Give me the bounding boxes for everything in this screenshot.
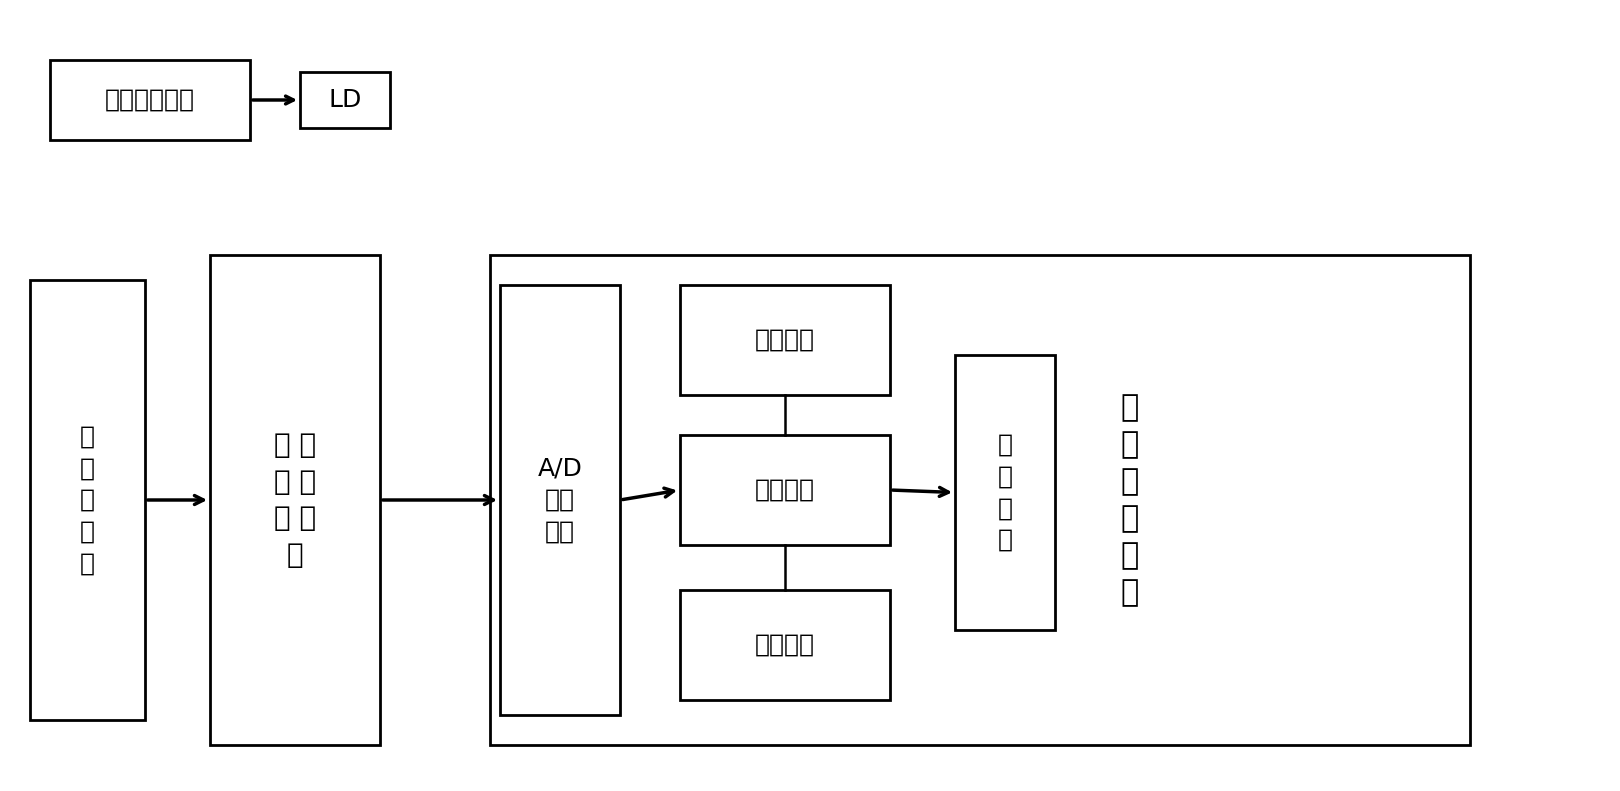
Text: 数
字
处
理
系
统: 数 字 处 理 系 统 <box>1121 393 1139 607</box>
Text: A/D
转换
模块: A/D 转换 模块 <box>538 456 583 543</box>
Bar <box>680 285 889 395</box>
Bar <box>31 280 146 720</box>
Bar <box>501 285 620 715</box>
Bar <box>211 255 381 745</box>
Bar <box>489 255 1469 745</box>
Text: 存储模块: 存储模块 <box>755 328 815 352</box>
Text: 微处理器: 微处理器 <box>755 478 815 502</box>
Text: 通
信
模
块: 通 信 模 块 <box>998 433 1012 552</box>
Text: 光源驱动电路: 光源驱动电路 <box>105 88 194 112</box>
Bar <box>680 435 889 545</box>
Bar <box>300 72 390 128</box>
Bar <box>680 590 889 700</box>
Text: 前 置
放 大
和 滤
波: 前 置 放 大 和 滤 波 <box>274 431 316 570</box>
Bar <box>956 355 1055 630</box>
Text: 显示模块: 显示模块 <box>755 633 815 657</box>
Text: LD: LD <box>329 88 361 112</box>
Text: 光
电
检
测
器: 光 电 检 测 器 <box>79 425 96 575</box>
Bar <box>50 60 249 140</box>
